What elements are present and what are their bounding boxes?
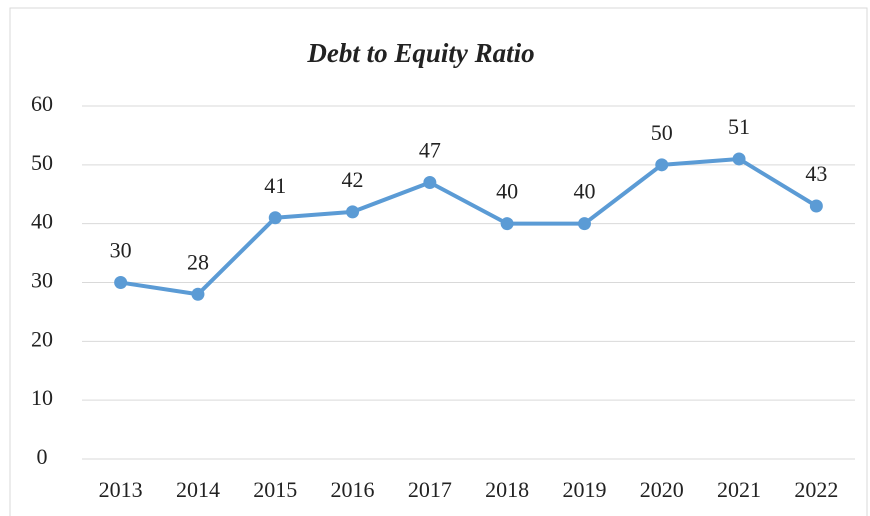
x-tick-label: 2017 bbox=[408, 477, 452, 502]
chart-frame bbox=[9, 7, 868, 516]
y-tick-label: 20 bbox=[31, 326, 53, 351]
data-label: 42 bbox=[342, 167, 364, 192]
y-tick-label: 40 bbox=[31, 209, 53, 234]
point bbox=[732, 152, 746, 166]
point bbox=[655, 158, 669, 172]
point bbox=[500, 217, 514, 231]
data-label: 28 bbox=[187, 249, 209, 274]
x-tick-label: 2015 bbox=[253, 477, 297, 502]
line bbox=[120, 156, 818, 297]
x-tick-label: 2016 bbox=[331, 477, 375, 502]
data-label: 41 bbox=[264, 173, 286, 198]
x-tick-label: 2020 bbox=[640, 477, 684, 502]
x-tick-label: 2022 bbox=[794, 477, 838, 502]
y-tick-label: 10 bbox=[31, 385, 53, 410]
x-tick-label: 2014 bbox=[176, 477, 220, 502]
data-label: 47 bbox=[419, 138, 441, 163]
data-label: 50 bbox=[651, 120, 673, 145]
point bbox=[114, 276, 128, 289]
x-tick-label: 2019 bbox=[562, 477, 606, 502]
x-tick-label: 2013 bbox=[99, 477, 143, 502]
data-label: 40 bbox=[573, 179, 595, 204]
y-tick-label: 30 bbox=[31, 268, 53, 293]
point bbox=[191, 287, 205, 301]
chart-title: Debt to Equity Ratio bbox=[306, 38, 534, 68]
y-tick-label: 60 bbox=[31, 91, 53, 116]
data-label: 43 bbox=[805, 161, 827, 186]
point bbox=[268, 211, 282, 225]
point bbox=[577, 217, 591, 231]
x-tick-label: 2018 bbox=[485, 477, 529, 502]
data-label: 30 bbox=[110, 238, 132, 263]
data-label: 51 bbox=[728, 114, 750, 139]
x-tick-label: 2021 bbox=[717, 477, 761, 502]
data-label: 40 bbox=[496, 179, 518, 204]
point bbox=[809, 199, 823, 213]
y-tick-label: 0 bbox=[37, 444, 48, 469]
point bbox=[346, 205, 360, 219]
point bbox=[423, 175, 437, 189]
y-tick-label: 50 bbox=[31, 150, 53, 175]
